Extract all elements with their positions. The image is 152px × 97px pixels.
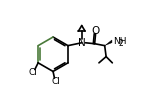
- Text: Cl: Cl: [51, 77, 60, 86]
- Polygon shape: [105, 40, 112, 45]
- Text: O: O: [92, 26, 100, 36]
- Text: NH: NH: [113, 37, 127, 46]
- Text: 2: 2: [118, 39, 123, 48]
- Text: N: N: [78, 38, 86, 48]
- Text: Cl: Cl: [28, 68, 37, 77]
